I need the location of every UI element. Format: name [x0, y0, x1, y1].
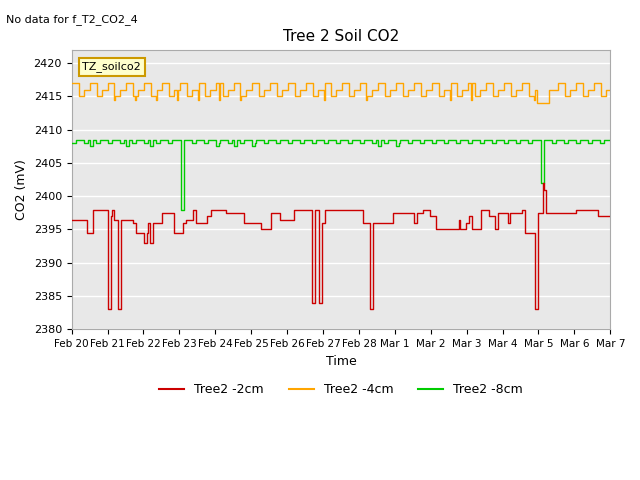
Y-axis label: CO2 (mV): CO2 (mV)	[15, 159, 28, 220]
Legend: Tree2 -2cm, Tree2 -4cm, Tree2 -8cm: Tree2 -2cm, Tree2 -4cm, Tree2 -8cm	[154, 378, 528, 401]
Title: Tree 2 Soil CO2: Tree 2 Soil CO2	[283, 29, 399, 44]
Text: No data for f_T2_CO2_4: No data for f_T2_CO2_4	[6, 14, 138, 25]
Text: TZ_soilco2: TZ_soilco2	[83, 61, 141, 72]
X-axis label: Time: Time	[326, 355, 356, 368]
